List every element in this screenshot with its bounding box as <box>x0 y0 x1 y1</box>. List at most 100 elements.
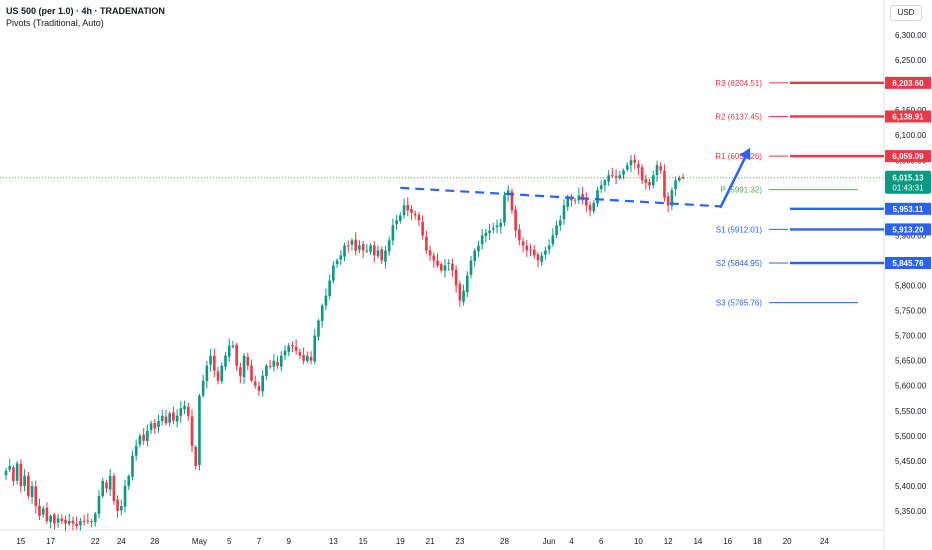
candle-down <box>116 499 119 511</box>
candle-down <box>86 520 90 522</box>
candle-up <box>131 455 134 477</box>
candle-down <box>525 245 529 251</box>
price-badge-label: 6,059.09 <box>892 152 924 161</box>
pivot-label: P (5991.32) <box>720 186 762 195</box>
x-tick-label: 28 <box>500 537 509 546</box>
candle-up <box>566 197 570 207</box>
candle-up <box>265 365 268 377</box>
y-tick-label: 5,800.00 <box>895 282 927 291</box>
candle-up <box>227 345 231 357</box>
candle-up <box>651 175 655 186</box>
candle-up <box>90 521 93 523</box>
candle-down <box>588 205 592 211</box>
candle-down <box>82 520 86 522</box>
candle-down <box>257 386 261 391</box>
candle-down <box>27 475 30 496</box>
candle-up <box>387 240 391 252</box>
x-tick-label: 19 <box>396 537 405 546</box>
price-badge-label: 6,203.60 <box>892 79 924 88</box>
candle-down <box>253 381 257 386</box>
candle-down <box>346 245 350 247</box>
y-tick-label: 5,750.00 <box>895 307 927 316</box>
candle-up <box>149 423 153 431</box>
candle-up <box>49 516 52 522</box>
candle-down <box>536 254 540 261</box>
candle-up <box>473 250 477 262</box>
candle-down <box>75 524 78 527</box>
price-badge-label: 6,138.91 <box>892 112 924 121</box>
candle-up <box>603 180 607 186</box>
candle-down <box>532 249 536 256</box>
price-badge-label: 5,913.20 <box>892 225 924 234</box>
x-tick-label: 24 <box>820 537 829 546</box>
price-badge <box>885 110 931 123</box>
candle-down <box>640 167 644 181</box>
pivot-label: R3 (6204.51) <box>715 79 762 88</box>
candle-down <box>354 239 357 251</box>
trendline-dashed <box>400 186 721 208</box>
y-tick-label: 5,450.00 <box>895 457 927 466</box>
x-tick-label: 10 <box>634 537 643 546</box>
candle-up <box>175 415 179 422</box>
candle-up <box>462 290 465 302</box>
candle-up <box>138 435 142 445</box>
price-badge <box>885 150 931 163</box>
candle-down <box>235 344 238 366</box>
candle-down <box>581 194 584 201</box>
candle-down <box>112 476 116 501</box>
x-tick-label: 6 <box>599 537 604 546</box>
candle-up <box>365 250 369 252</box>
candle-up <box>384 250 387 262</box>
candle-up <box>93 513 97 523</box>
candle-up <box>555 225 558 236</box>
candle-down <box>105 482 108 489</box>
current-price-label: 6,015.13 <box>892 174 924 183</box>
x-tick-label: 9 <box>286 537 291 546</box>
candle-down <box>518 229 521 241</box>
x-tick-label: 18 <box>753 537 762 546</box>
candle-up <box>558 220 562 226</box>
y-tick-label: 5,400.00 <box>895 482 927 491</box>
candle-up <box>376 250 380 257</box>
candle-down <box>361 244 365 251</box>
candle-up <box>283 350 287 356</box>
candle-up <box>622 170 625 175</box>
candle-down <box>417 214 421 221</box>
x-tick-label: May <box>192 537 207 546</box>
candle-up <box>607 175 610 182</box>
candle-up <box>477 245 480 252</box>
candle-up <box>4 470 8 475</box>
candle-down <box>186 406 190 416</box>
x-tick-label: 13 <box>329 537 338 546</box>
candle-down <box>451 263 454 271</box>
candle-down <box>637 164 640 168</box>
candle-down <box>428 250 432 256</box>
candle-up <box>492 227 495 230</box>
currency-button[interactable]: USD <box>890 5 922 21</box>
candle-down <box>71 520 75 524</box>
price-badge <box>885 202 931 215</box>
candle-up <box>506 190 510 195</box>
price-badge-label: 5,845.76 <box>892 259 924 268</box>
candle-up <box>335 260 339 265</box>
candle-down <box>644 179 648 183</box>
candle-up <box>146 430 149 441</box>
candle-down <box>239 367 242 376</box>
candle-down <box>246 356 250 366</box>
candle-down <box>529 249 532 251</box>
x-tick-label: 21 <box>426 537 435 546</box>
candle-up <box>108 475 112 490</box>
candle-down <box>380 249 384 261</box>
candle-up <box>395 220 398 225</box>
candle-up <box>443 265 447 271</box>
candle-down <box>663 170 666 198</box>
candle-up <box>592 202 596 212</box>
y-tick-label: 5,650.00 <box>895 357 927 366</box>
candle-down <box>439 264 443 271</box>
candle-up <box>391 225 395 241</box>
price-badge <box>885 223 931 236</box>
candle-down <box>421 221 424 236</box>
candle-up <box>56 518 60 523</box>
